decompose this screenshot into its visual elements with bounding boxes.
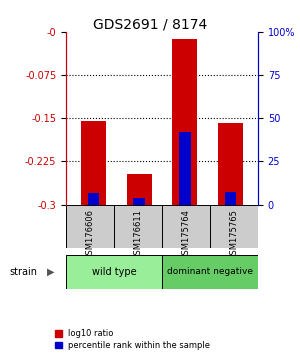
Bar — [66, 255, 162, 289]
Text: GDS2691 / 8174: GDS2691 / 8174 — [93, 18, 207, 32]
Bar — [114, 205, 162, 248]
Text: GSM176606: GSM176606 — [85, 209, 94, 260]
Text: wild type: wild type — [92, 267, 136, 277]
Text: GSM176611: GSM176611 — [134, 209, 142, 260]
Bar — [66, 205, 114, 248]
Text: dominant negative: dominant negative — [167, 267, 253, 276]
Bar — [179, 132, 190, 205]
Bar — [88, 193, 99, 205]
Bar — [127, 174, 152, 205]
Text: ▶: ▶ — [46, 267, 54, 277]
Bar — [225, 192, 236, 205]
Bar — [218, 123, 243, 205]
Bar — [81, 121, 106, 205]
Bar — [172, 39, 197, 205]
Legend: log10 ratio, percentile rank within the sample: log10 ratio, percentile rank within the … — [55, 329, 211, 350]
Text: strain: strain — [9, 267, 37, 277]
Bar — [210, 205, 258, 248]
Text: GSM175765: GSM175765 — [230, 209, 238, 260]
Bar — [134, 198, 145, 205]
Bar — [162, 255, 258, 289]
Bar — [162, 205, 210, 248]
Text: GSM175764: GSM175764 — [182, 209, 190, 260]
